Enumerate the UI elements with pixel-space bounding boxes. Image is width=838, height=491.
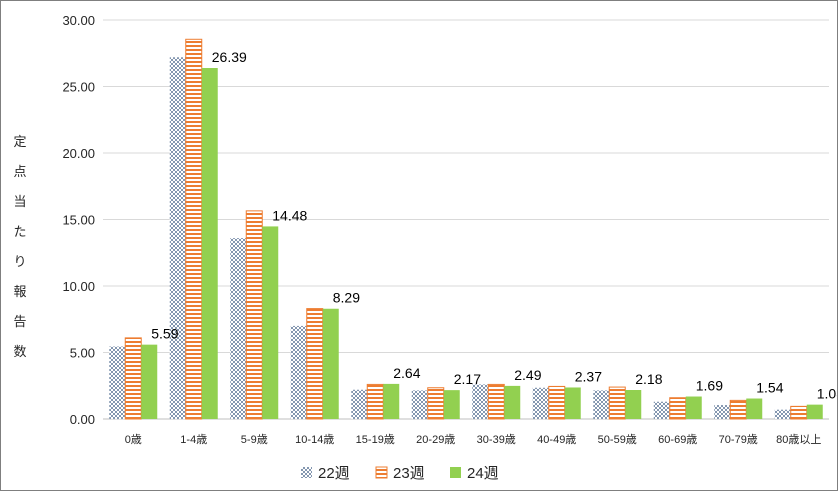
y-axis-label-char: 数 bbox=[13, 345, 26, 360]
data-label: 2.18 bbox=[635, 371, 662, 387]
data-label: 2.64 bbox=[393, 365, 420, 381]
x-category-label: 60-69歳 bbox=[658, 433, 697, 446]
y-tick-label: 30.00 bbox=[62, 13, 95, 28]
bar-24週-40-49歳 bbox=[564, 387, 581, 419]
bar-22週-60-69歳 bbox=[653, 401, 670, 419]
x-category-label: 80歳以上 bbox=[776, 433, 821, 446]
bar-22週-15-19歳 bbox=[351, 389, 368, 419]
bar-24週-60-69歳 bbox=[685, 396, 702, 419]
bar-23週-40-49歳 bbox=[548, 385, 566, 420]
y-tick-label: 0.00 bbox=[70, 412, 95, 427]
x-category-label: 10-14歳 bbox=[295, 433, 334, 446]
bars bbox=[109, 38, 823, 420]
y-axis-ticks: 0.00 5.00 10.00 15.00 20.00 25.00 30.00 bbox=[62, 13, 95, 427]
bar-24週-0歳 bbox=[141, 344, 158, 419]
bar-24週-20-29歳 bbox=[443, 390, 460, 419]
data-label: 5.59 bbox=[151, 326, 178, 342]
bar-22週-10-14歳 bbox=[290, 325, 307, 419]
x-category-label: 0歳 bbox=[125, 433, 142, 446]
bar-22週-30-39歳 bbox=[472, 384, 489, 419]
bar-23週-1-4歳 bbox=[185, 38, 203, 420]
bar-23週-0歳 bbox=[124, 337, 142, 420]
bar-22週-1-4歳 bbox=[169, 57, 186, 420]
y-axis-label-char: 定 bbox=[13, 135, 26, 150]
bar-23週-80歳以上 bbox=[790, 405, 808, 420]
legend-label: 24週 bbox=[467, 465, 499, 482]
x-category-label: 70-79歳 bbox=[719, 433, 758, 446]
bar-23週-30-39歳 bbox=[487, 383, 505, 420]
bar-23週-50-59歳 bbox=[608, 386, 626, 420]
y-tick-label: 20.00 bbox=[62, 146, 95, 161]
data-label: 1.54 bbox=[756, 380, 783, 396]
legend-swatch bbox=[301, 467, 312, 478]
data-label: 26.39 bbox=[212, 49, 247, 65]
y-axis-label-char: 当 bbox=[13, 195, 26, 210]
y-tick-label: 10.00 bbox=[62, 279, 95, 294]
bar-24週-50-59歳 bbox=[625, 390, 642, 419]
data-label: 1.08 bbox=[817, 386, 837, 402]
bar-24週-1-4歳 bbox=[201, 68, 218, 419]
y-axis-label-char: た bbox=[13, 225, 26, 240]
data-label: 8.29 bbox=[333, 290, 360, 306]
bar-24週-80歳以上 bbox=[806, 404, 823, 419]
legend-swatch bbox=[375, 466, 388, 479]
legend-swatch bbox=[450, 467, 461, 478]
data-labels: 5.59 26.39 14.48 8.29 2.64 2.17 2.49 2.37 2.18 1.… bbox=[151, 49, 837, 402]
x-category-label: 40-49歳 bbox=[537, 433, 576, 446]
y-tick-label: 15.00 bbox=[62, 213, 95, 228]
bar-22週-70-79歳 bbox=[714, 405, 731, 419]
bar-23週-70-79歳 bbox=[729, 399, 747, 420]
y-tick-label: 5.00 bbox=[70, 346, 95, 361]
bar-22週-80歳以上 bbox=[774, 409, 791, 419]
bar-22週-0歳 bbox=[109, 346, 126, 419]
bar-23週-15-19歳 bbox=[366, 383, 384, 420]
bar-23週-5-9歳 bbox=[245, 210, 263, 420]
legend: 22週 23週 24週 bbox=[301, 465, 499, 482]
bar-22週-50-59歳 bbox=[593, 390, 610, 419]
x-category-label: 1-4歳 bbox=[180, 433, 207, 446]
bar-22週-40-49歳 bbox=[532, 387, 549, 419]
data-label: 2.37 bbox=[575, 368, 602, 384]
x-category-label: 30-39歳 bbox=[477, 433, 516, 446]
gridlines bbox=[103, 19, 829, 420]
bar-23週-20-29歳 bbox=[427, 387, 445, 420]
x-category-label: 50-59歳 bbox=[598, 433, 637, 446]
y-axis-label-char: 点 bbox=[13, 165, 26, 180]
legend-label: 23週 bbox=[393, 465, 425, 482]
bar-22週-5-9歳 bbox=[230, 238, 247, 419]
data-label: 2.49 bbox=[514, 367, 541, 383]
bar-24週-70-79歳 bbox=[746, 398, 763, 419]
bar-22週-20-29歳 bbox=[411, 390, 428, 419]
data-label: 1.69 bbox=[696, 378, 723, 394]
y-axis-label-char: り bbox=[13, 255, 26, 270]
y-axis-label-char: 告 bbox=[13, 315, 26, 330]
x-axis-categories: 0歳 1-4歳 5-9歳 10-14歳 15-19歳 20-29歳 30-39歳 40-49歳… bbox=[125, 433, 822, 446]
y-axis-label-char: 報 bbox=[13, 285, 26, 300]
bar-23週-60-69歳 bbox=[669, 397, 687, 420]
x-category-label: 20-29歳 bbox=[416, 433, 455, 446]
x-category-label: 5-9歳 bbox=[241, 433, 268, 446]
x-category-label: 15-19歳 bbox=[356, 433, 395, 446]
bar-24週-5-9歳 bbox=[262, 226, 279, 419]
data-label: 2.17 bbox=[454, 371, 481, 387]
bar-24週-15-19歳 bbox=[383, 383, 400, 419]
bar-23週-10-14歳 bbox=[306, 308, 324, 420]
y-tick-label: 25.00 bbox=[62, 80, 95, 95]
legend-label: 22週 bbox=[318, 465, 350, 482]
bar-24週-30-39歳 bbox=[504, 385, 521, 419]
data-label: 14.48 bbox=[272, 207, 307, 223]
bar-24週-10-14歳 bbox=[322, 308, 339, 419]
